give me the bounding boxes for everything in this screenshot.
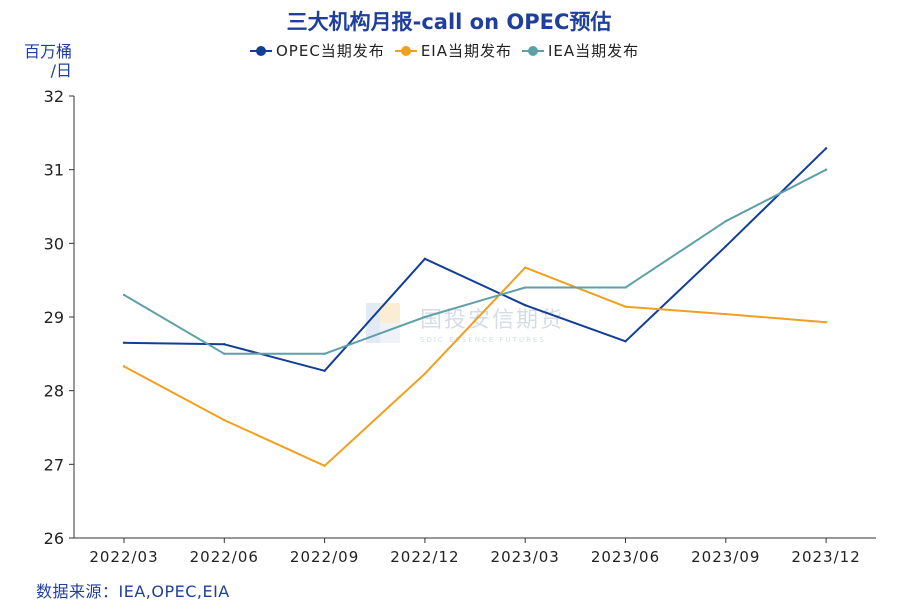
legend-swatch-eia	[394, 44, 417, 58]
data-point	[122, 341, 126, 344]
series-line-2	[123, 168, 827, 355]
y-tick-label: 28	[44, 382, 64, 401]
data-point	[824, 320, 828, 324]
data-point	[423, 372, 427, 375]
watermark-subtext: SDIC ESSENCE FUTURES	[420, 336, 546, 344]
legend-item-iea: IEA当期发布	[521, 40, 640, 61]
data-point	[223, 352, 226, 356]
data-point	[524, 304, 527, 307]
data-point	[824, 147, 828, 150]
data-point	[423, 315, 427, 319]
series-line-0	[123, 147, 827, 372]
legend-label-iea: IEA当期发布	[547, 42, 640, 60]
legend: OPEC当期发布 EIA当期发布 IEA当期发布	[250, 40, 639, 61]
y-tick-label: 30	[44, 234, 64, 253]
data-point	[323, 369, 326, 372]
data-point	[122, 293, 126, 297]
data-point	[423, 257, 427, 261]
y-tick-label: 27	[44, 455, 64, 474]
data-source: 数据来源：IEA,OPEC,EIA	[36, 582, 230, 601]
x-tick-label: 2022/09	[290, 548, 359, 566]
y-axis-unit-line-1: 百万桶	[23, 42, 72, 61]
x-tick-label: 2022/12	[390, 548, 459, 566]
x-tick-label: 2022/03	[89, 548, 158, 566]
data-point	[524, 266, 527, 269]
data-point	[122, 365, 126, 368]
series-line-1	[123, 266, 827, 467]
data-point	[624, 286, 627, 289]
y-axis-unit-line-2: /日	[50, 61, 72, 80]
y-tick-label: 26	[44, 529, 64, 548]
legend-swatch-iea	[521, 44, 544, 58]
x-tick-label: 2023/03	[491, 548, 560, 566]
y-tick-label: 29	[44, 308, 64, 327]
y-axis-unit: 百万桶 /日	[18, 42, 72, 80]
data-point	[624, 305, 627, 308]
data-point	[223, 343, 226, 346]
legend-item-opec: OPEC当期发布	[250, 40, 385, 61]
legend-swatch-opec	[250, 44, 272, 58]
data-point	[323, 352, 326, 356]
data-point	[824, 168, 828, 171]
x-tick-label: 2023/09	[691, 548, 760, 566]
chart-title: 三大机构月报-call on OPEC预估	[286, 10, 612, 34]
data-point	[724, 245, 727, 248]
y-tick-label: 32	[44, 87, 64, 106]
data-point	[524, 286, 527, 289]
x-tick-label: 2023/12	[791, 548, 860, 566]
data-point	[323, 464, 326, 468]
x-tick-label: 2023/06	[591, 548, 660, 566]
y-tick-label: 31	[44, 161, 64, 180]
data-point	[223, 418, 226, 422]
x-tick-label: 2022/06	[190, 548, 259, 566]
legend-label-opec: OPEC当期发布	[276, 42, 385, 60]
data-point	[724, 312, 727, 316]
legend-label-eia: EIA当期发布	[420, 42, 512, 60]
legend-item-eia: EIA当期发布	[394, 40, 512, 61]
data-point	[724, 220, 727, 223]
data-point	[624, 340, 627, 343]
